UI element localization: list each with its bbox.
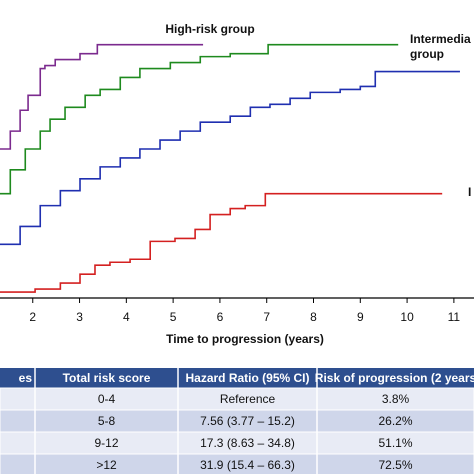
x-tick-label: 5 [170,310,177,324]
x-tick-label: 7 [263,310,270,324]
table-header-cell: Total risk score [63,371,151,385]
x-tick-label: 3 [76,310,83,324]
table-cell: 3.8% [382,392,410,406]
annotation: group [410,47,444,61]
step-line [0,70,460,246]
table-cell: 7.56 (3.77 – 15.2) [200,414,295,428]
x-tick-label: 10 [400,310,414,324]
table-cell: 5-8 [98,414,116,428]
table-cell: 26.2% [378,414,412,428]
step-line [0,192,443,293]
table-header-cell: Hazard Ratio (95% CI) [185,371,309,385]
table-cell: >12 [96,458,117,472]
step-line [0,43,204,150]
x-tick-label: 11 [448,310,461,324]
table-cell: 51.1% [378,436,412,450]
table-header-bg [0,368,474,388]
annotation: I [468,185,471,199]
table-row-bg [0,453,474,474]
table-header-cell: Risk of progression (2 years [315,371,474,385]
x-tick-label: 2 [29,310,36,324]
x-tick-label: 8 [310,310,317,324]
x-tick-label: 4 [123,310,130,324]
x-tick-label: 6 [217,310,224,324]
table-header-cell: es [19,371,33,385]
x-axis-title: Time to progression (years) [166,332,324,346]
table-cell: 17.3 (8.63 – 34.8) [200,436,295,450]
table-cell: 31.9 (15.4 – 66.3) [200,458,295,472]
table-cell: Reference [220,392,276,406]
x-tick-label: 9 [357,310,364,324]
table-cell: 72.5% [378,458,412,472]
table-cell: 9-12 [94,436,118,450]
annotation: Intermedia [410,32,471,46]
annotation: High-risk group [165,22,254,36]
step-line [0,43,399,195]
table-cell: 0-4 [98,392,116,406]
